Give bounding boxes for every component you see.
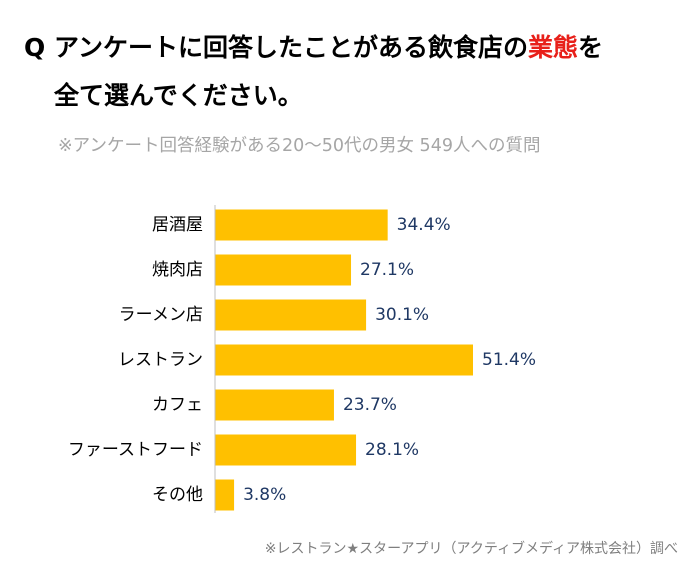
category-label: ラーメン店 — [119, 305, 203, 325]
category-label: レストラン — [118, 350, 203, 370]
question-line-2: 全て選んでください。 — [24, 72, 674, 120]
bar — [215, 344, 473, 376]
bar — [215, 299, 367, 331]
bar — [215, 389, 334, 421]
category-label: 居酒屋 — [152, 215, 203, 235]
question: Q アンケートに回答したことがある飲食店の業態を 全て選んでください。 — [24, 24, 674, 120]
value-label: 34.4% — [397, 215, 451, 235]
bar — [215, 209, 388, 241]
bar — [215, 254, 352, 286]
value-label: 51.4% — [482, 350, 536, 370]
value-label: 28.1% — [365, 440, 419, 460]
question-text-end: を — [578, 33, 604, 62]
category-label: その他 — [152, 485, 203, 505]
question-line-1: Q アンケートに回答したことがある飲食店の業態を — [24, 24, 674, 72]
value-label: 27.1% — [360, 260, 414, 280]
category-label: 焼肉店 — [152, 260, 203, 280]
bar — [215, 479, 235, 511]
question-text-start: アンケートに回答したことがある飲食店の — [54, 33, 529, 62]
value-label: 23.7% — [343, 395, 397, 415]
value-label: 3.8% — [243, 485, 286, 505]
question-marker: Q — [24, 33, 46, 62]
question-emphasis: 業態 — [528, 33, 579, 62]
survey-note: ※アンケート回答経験がある20～50代の男女 549人への質問 — [58, 136, 541, 156]
question-text-line-2: 全て選んでください。 — [54, 81, 303, 110]
bar — [215, 434, 357, 466]
source-note: ※レストラン★スターアプリ（アクティブメディア株式会社）調べ — [264, 541, 678, 557]
category-label: カフェ — [152, 395, 203, 415]
category-label: ファーストフード — [68, 440, 203, 460]
value-label: 30.1% — [375, 305, 429, 325]
